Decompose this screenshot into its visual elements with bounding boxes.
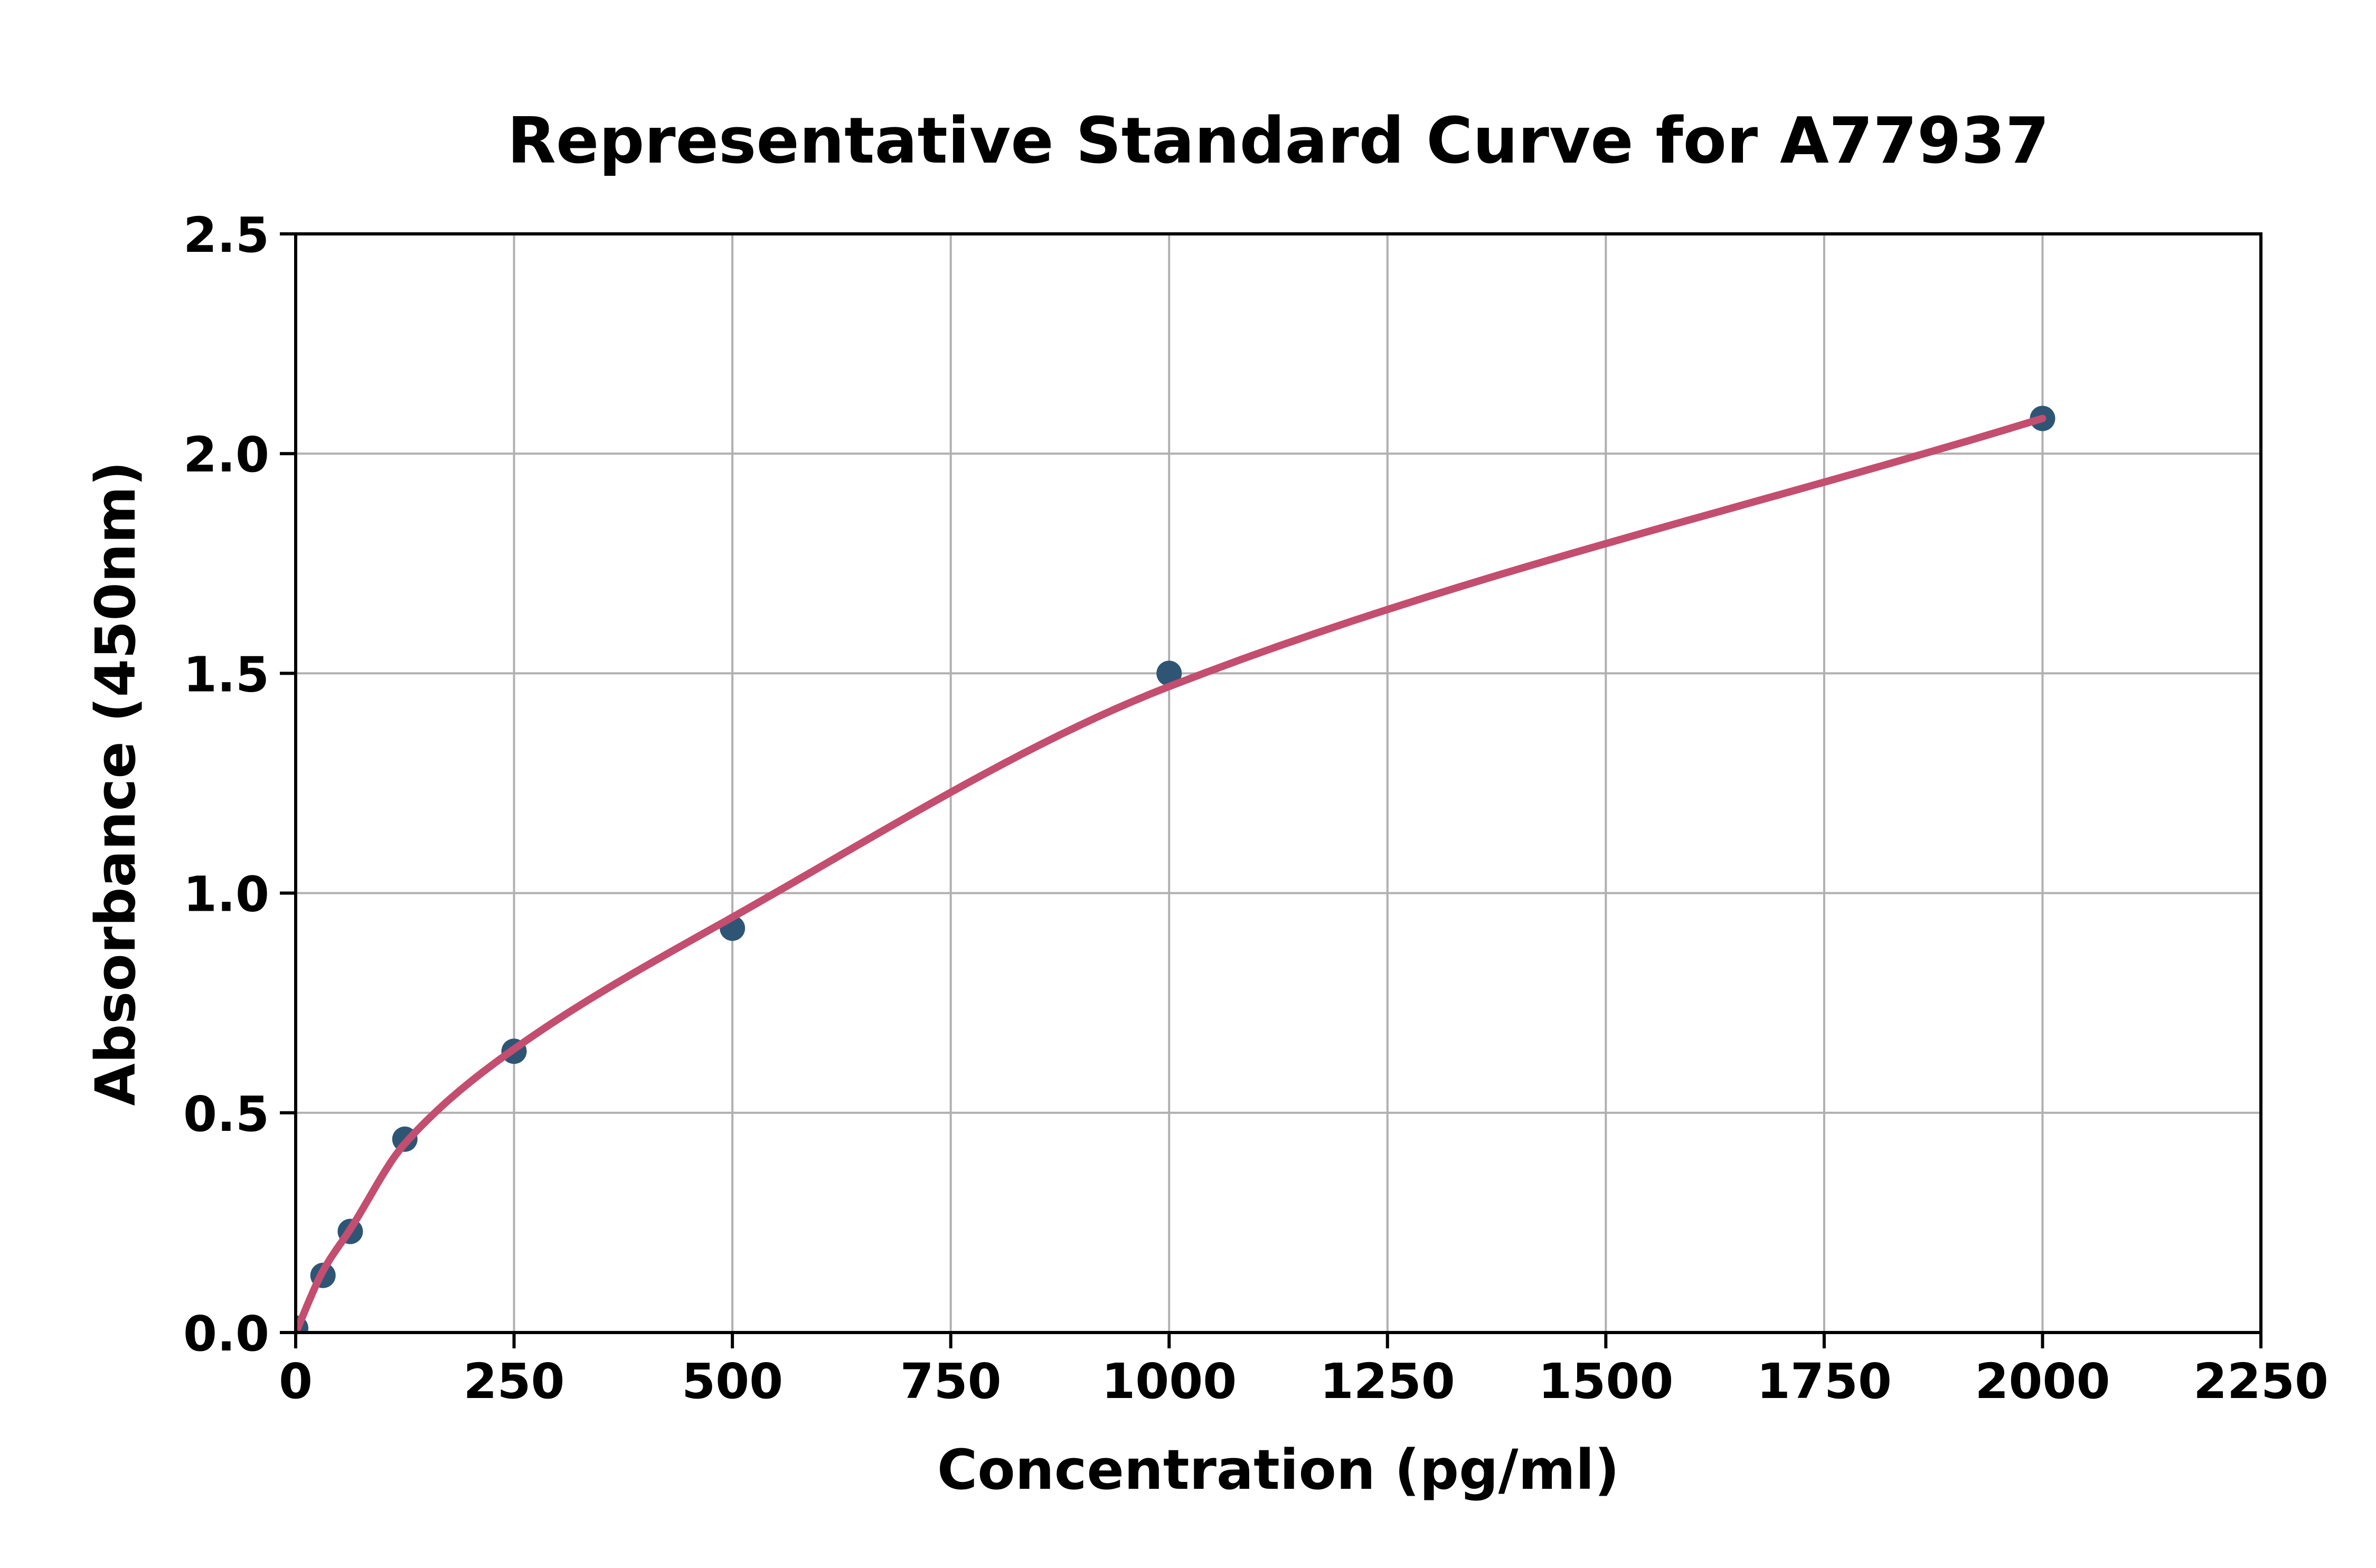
x-tick-label: 250: [464, 1353, 565, 1410]
plot-frame: [294, 232, 2262, 1334]
x-tick-label: 500: [682, 1353, 783, 1410]
x-tick-label: 1750: [1757, 1353, 1892, 1410]
data-point: [1156, 660, 1182, 686]
x-tick-label: 1250: [1320, 1353, 1455, 1410]
x-tick-label: 1500: [1538, 1353, 1673, 1410]
y-tick-label: 1.5: [183, 646, 269, 703]
y-tick-label: 1.0: [183, 866, 269, 923]
y-tick-label: 2.0: [183, 427, 269, 483]
x-tick-label: 1000: [1101, 1353, 1237, 1410]
y-tick-label: 2.5: [183, 207, 269, 263]
x-tick-label: 2250: [2193, 1353, 2328, 1410]
x-axis-title: Concentration (pg/ml): [937, 1438, 1619, 1502]
y-tick-label: 0.5: [183, 1086, 269, 1142]
x-tick-label: 750: [900, 1353, 1002, 1410]
fit-curve: [296, 414, 2047, 1333]
grid-layer: [296, 234, 2261, 1333]
ticks-layer: 0 250 500 750 1000 1250 1500 1750 2000 2250 0.0 0.5…: [183, 207, 2328, 1410]
x-tick-label: 2000: [1975, 1353, 2110, 1410]
y-axis-title: Absorbance (450nm): [83, 461, 148, 1106]
x-tick-label: 0: [279, 1353, 313, 1410]
chart-title: Representative Standard Curve for A77937: [507, 105, 2050, 178]
y-tick-label: 0.0: [183, 1306, 269, 1362]
curve-layer: [296, 414, 2047, 1333]
